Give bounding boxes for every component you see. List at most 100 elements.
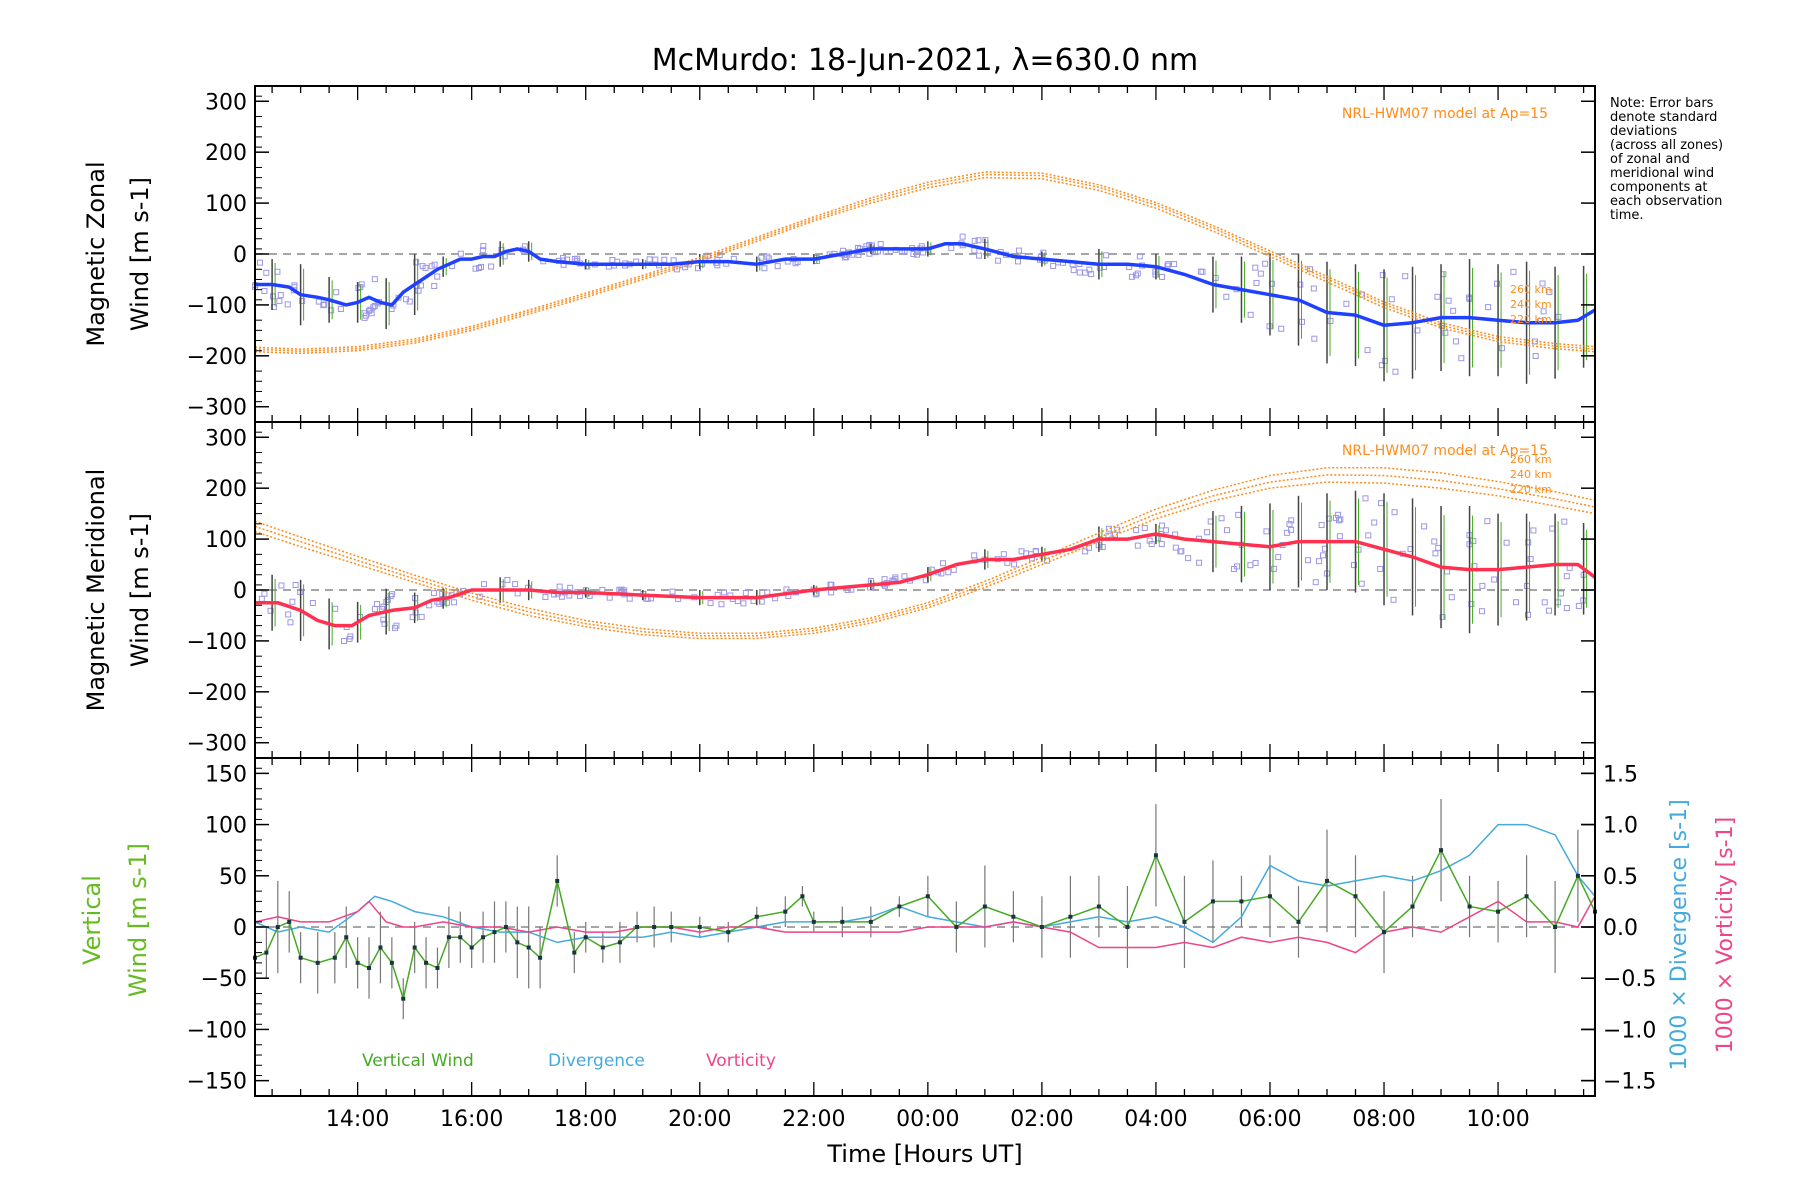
- vertical-wind-point: [1210, 899, 1215, 904]
- zone-point: [1563, 573, 1570, 580]
- y-tick-label: 0: [233, 916, 247, 941]
- zone-point: [361, 310, 368, 317]
- zone-point: [1371, 519, 1378, 526]
- vertical-wind-point: [868, 919, 873, 924]
- zone-point: [910, 251, 917, 258]
- x-tick-label: 08:00: [1352, 1107, 1415, 1132]
- zone-point: [1532, 353, 1539, 360]
- zone-point: [1391, 509, 1398, 516]
- y-tick-label: −150: [187, 1070, 247, 1095]
- vertical-wind-point: [754, 914, 759, 919]
- zone-point: [877, 241, 884, 248]
- zone-point: [291, 282, 298, 289]
- divergence-line: [254, 823, 1596, 944]
- zone-point: [403, 296, 410, 303]
- zone-point: [1540, 308, 1547, 315]
- vertical-wind-point: [783, 909, 788, 914]
- vertical-wind-point: [401, 996, 406, 1001]
- zone-point: [488, 263, 495, 270]
- vertical-wind-point: [264, 950, 269, 955]
- zone-point: [292, 582, 299, 589]
- zone-point: [1105, 525, 1112, 532]
- vertical-wind-point: [811, 919, 816, 924]
- y-tick-label: 100: [205, 192, 247, 217]
- zone-point: [556, 583, 563, 590]
- zone-point: [1513, 599, 1520, 606]
- zone-point: [1018, 548, 1025, 555]
- vertical-wind-point: [298, 955, 303, 960]
- zone-point: [373, 601, 380, 608]
- note-line: time.: [1610, 208, 1644, 223]
- zone-point: [1388, 296, 1395, 303]
- vertical-wind-point: [492, 930, 497, 935]
- zone-point: [431, 283, 438, 290]
- zone-point: [1278, 325, 1285, 332]
- zone-point: [1561, 518, 1568, 525]
- zone-point: [1442, 329, 1449, 336]
- vertical-wind-point: [800, 894, 805, 899]
- vorticity-axis-label: 1000 × Vorticity [s-1]: [1713, 817, 1738, 1053]
- zone-point: [1196, 559, 1203, 566]
- zone-point: [371, 276, 378, 283]
- y2-tick-label: −1.5: [1603, 1070, 1656, 1095]
- zone-point: [1439, 614, 1446, 621]
- zone-point: [913, 251, 920, 258]
- y2-tick-label: 0.5: [1603, 865, 1638, 890]
- y-tick-label: 200: [205, 141, 247, 166]
- zone-point: [1032, 547, 1039, 554]
- zone-point: [389, 591, 396, 598]
- x-tick-label: 02:00: [1010, 1107, 1073, 1132]
- zone-point: [1288, 517, 1295, 524]
- zone-point: [1358, 291, 1365, 298]
- meridional-y-label: Wind [m s-1]: [126, 513, 154, 667]
- zone-point: [434, 273, 441, 280]
- zone-point: [368, 310, 375, 317]
- vertical-y-label: Wind [m s-1]: [124, 843, 152, 997]
- zone-point: [431, 590, 438, 597]
- zone-point: [277, 292, 284, 299]
- vertical-wind-point: [1410, 904, 1415, 909]
- zone-point: [1305, 557, 1312, 564]
- zonal-y-label: Wind [m s-1]: [126, 177, 154, 331]
- zone-point: [337, 305, 344, 312]
- y2-tick-label: 1.0: [1603, 814, 1638, 839]
- zone-point: [1235, 511, 1242, 518]
- x-tick-label: 04:00: [1124, 1107, 1187, 1132]
- zone-point: [521, 243, 528, 250]
- zone-point: [1262, 260, 1269, 267]
- zone-point: [718, 601, 725, 608]
- zone-point: [1336, 517, 1343, 524]
- zone-point: [1270, 565, 1277, 572]
- zone-point: [1479, 582, 1486, 589]
- vertical-wind-point: [332, 955, 337, 960]
- meridional-alt-label: 240 km: [1510, 468, 1552, 481]
- zone-point: [1318, 522, 1325, 529]
- zone-point: [1247, 311, 1254, 318]
- zone-point: [1011, 561, 1018, 568]
- zone-point: [1546, 289, 1553, 296]
- zone-point: [1392, 368, 1399, 375]
- zone-point: [1435, 544, 1442, 551]
- y-tick-label: −300: [187, 396, 247, 421]
- zone-point: [1310, 285, 1317, 292]
- zonal-alt-label: 260 km: [1510, 283, 1552, 296]
- zone-point: [1320, 552, 1327, 559]
- y-tick-label: 50: [219, 865, 247, 890]
- zone-point: [1575, 602, 1582, 609]
- zone-point: [299, 297, 306, 304]
- meridional-y-label: Magnetic Meridional: [82, 469, 110, 712]
- zone-point: [669, 588, 676, 595]
- vertical-wind-point: [1296, 919, 1301, 924]
- zone-point: [1000, 551, 1007, 558]
- zone-point: [1159, 522, 1166, 529]
- zone-point: [347, 633, 354, 640]
- vertical-wind-point: [481, 935, 486, 940]
- vertical-wind-point: [697, 925, 702, 929]
- zone-point: [413, 259, 420, 266]
- zonal-y-label: Magnetic Zonal: [82, 161, 110, 346]
- vertical-plot: −150 −100 −50 0 50 100 150 −1.5 −1.0 −0.5 0.0 0.5 1.…: [187, 757, 1656, 1097]
- vertical-wind-point: [1011, 914, 1016, 919]
- zone-point: [381, 620, 388, 627]
- zone-point: [289, 598, 296, 605]
- zone-point: [995, 257, 1002, 264]
